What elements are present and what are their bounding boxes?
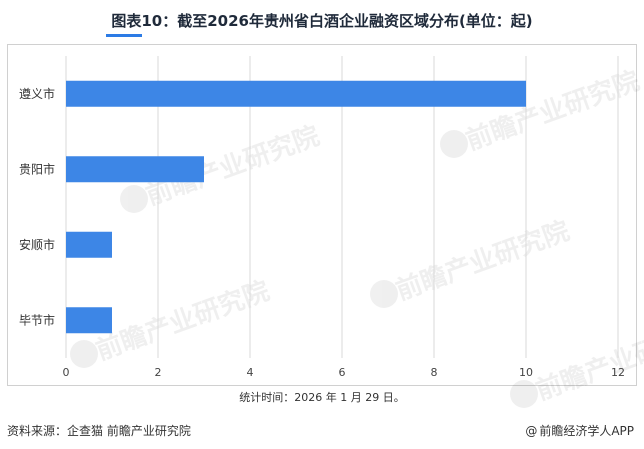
bar	[66, 156, 204, 183]
x-tick-label: 2	[155, 366, 162, 379]
x-tick-label: 12	[611, 366, 625, 379]
watermark: 前瞻产业研究院	[440, 65, 643, 158]
statistics-note: 统计时间：2026 年 1 月 29 日。	[239, 391, 405, 404]
brand-credit: @ 前瞻经济学人APP	[525, 422, 634, 439]
x-tick-labels: 0 2 4 6 8 10 12	[63, 366, 626, 379]
x-tick-label: 6	[339, 366, 346, 379]
x-tick-label: 10	[519, 366, 533, 379]
source-text: 资料来源：企查猫 前瞻产业研究院	[7, 424, 191, 438]
category-label: 遵义市	[19, 86, 55, 101]
category-label: 毕节市	[19, 312, 55, 327]
bar	[66, 231, 112, 258]
title-underline	[106, 34, 142, 37]
svg-text:前瞻产业研究院: 前瞻产业研究院	[462, 65, 644, 156]
bar	[66, 80, 526, 107]
category-label: 贵阳市	[19, 161, 55, 176]
watermark: 前瞻产业研究院	[370, 215, 573, 308]
svg-text:前瞻产业研究院: 前瞻产业研究院	[92, 275, 274, 366]
bar	[66, 307, 112, 334]
category-label: 安顺市	[19, 237, 55, 252]
brand-text: 前瞻经济学人APP	[539, 424, 634, 438]
chart-title: 图表10：截至2026年贵州省白酒企业融资区域分布(单位：起)	[111, 12, 533, 30]
bars	[66, 80, 526, 334]
x-tick-label: 0	[63, 366, 70, 379]
at-icon: @	[525, 423, 538, 438]
svg-text:前瞻产业研究院: 前瞻产业研究院	[392, 215, 574, 306]
chart-frame	[7, 44, 637, 386]
x-tick-label: 4	[247, 366, 254, 379]
x-tick-label: 8	[431, 366, 438, 379]
